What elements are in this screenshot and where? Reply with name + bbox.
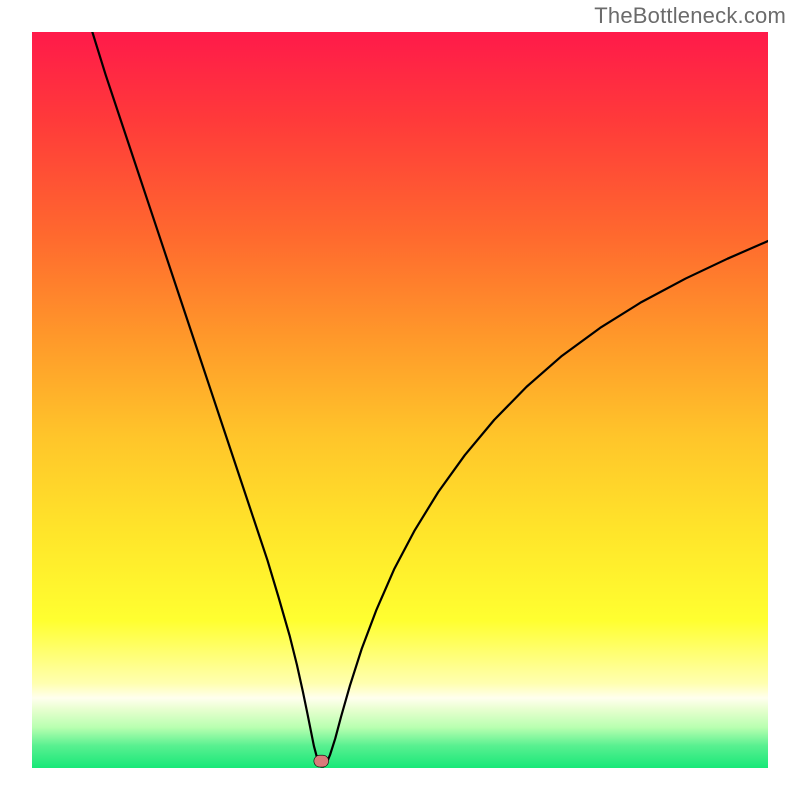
watermark-text: TheBottleneck.com [594, 3, 786, 29]
canvas-outer: TheBottleneck.com [0, 0, 800, 800]
minimum-marker [314, 755, 329, 767]
gradient-fill [32, 32, 768, 768]
plot-area [32, 32, 768, 768]
bottleneck-curve-chart [32, 32, 768, 768]
